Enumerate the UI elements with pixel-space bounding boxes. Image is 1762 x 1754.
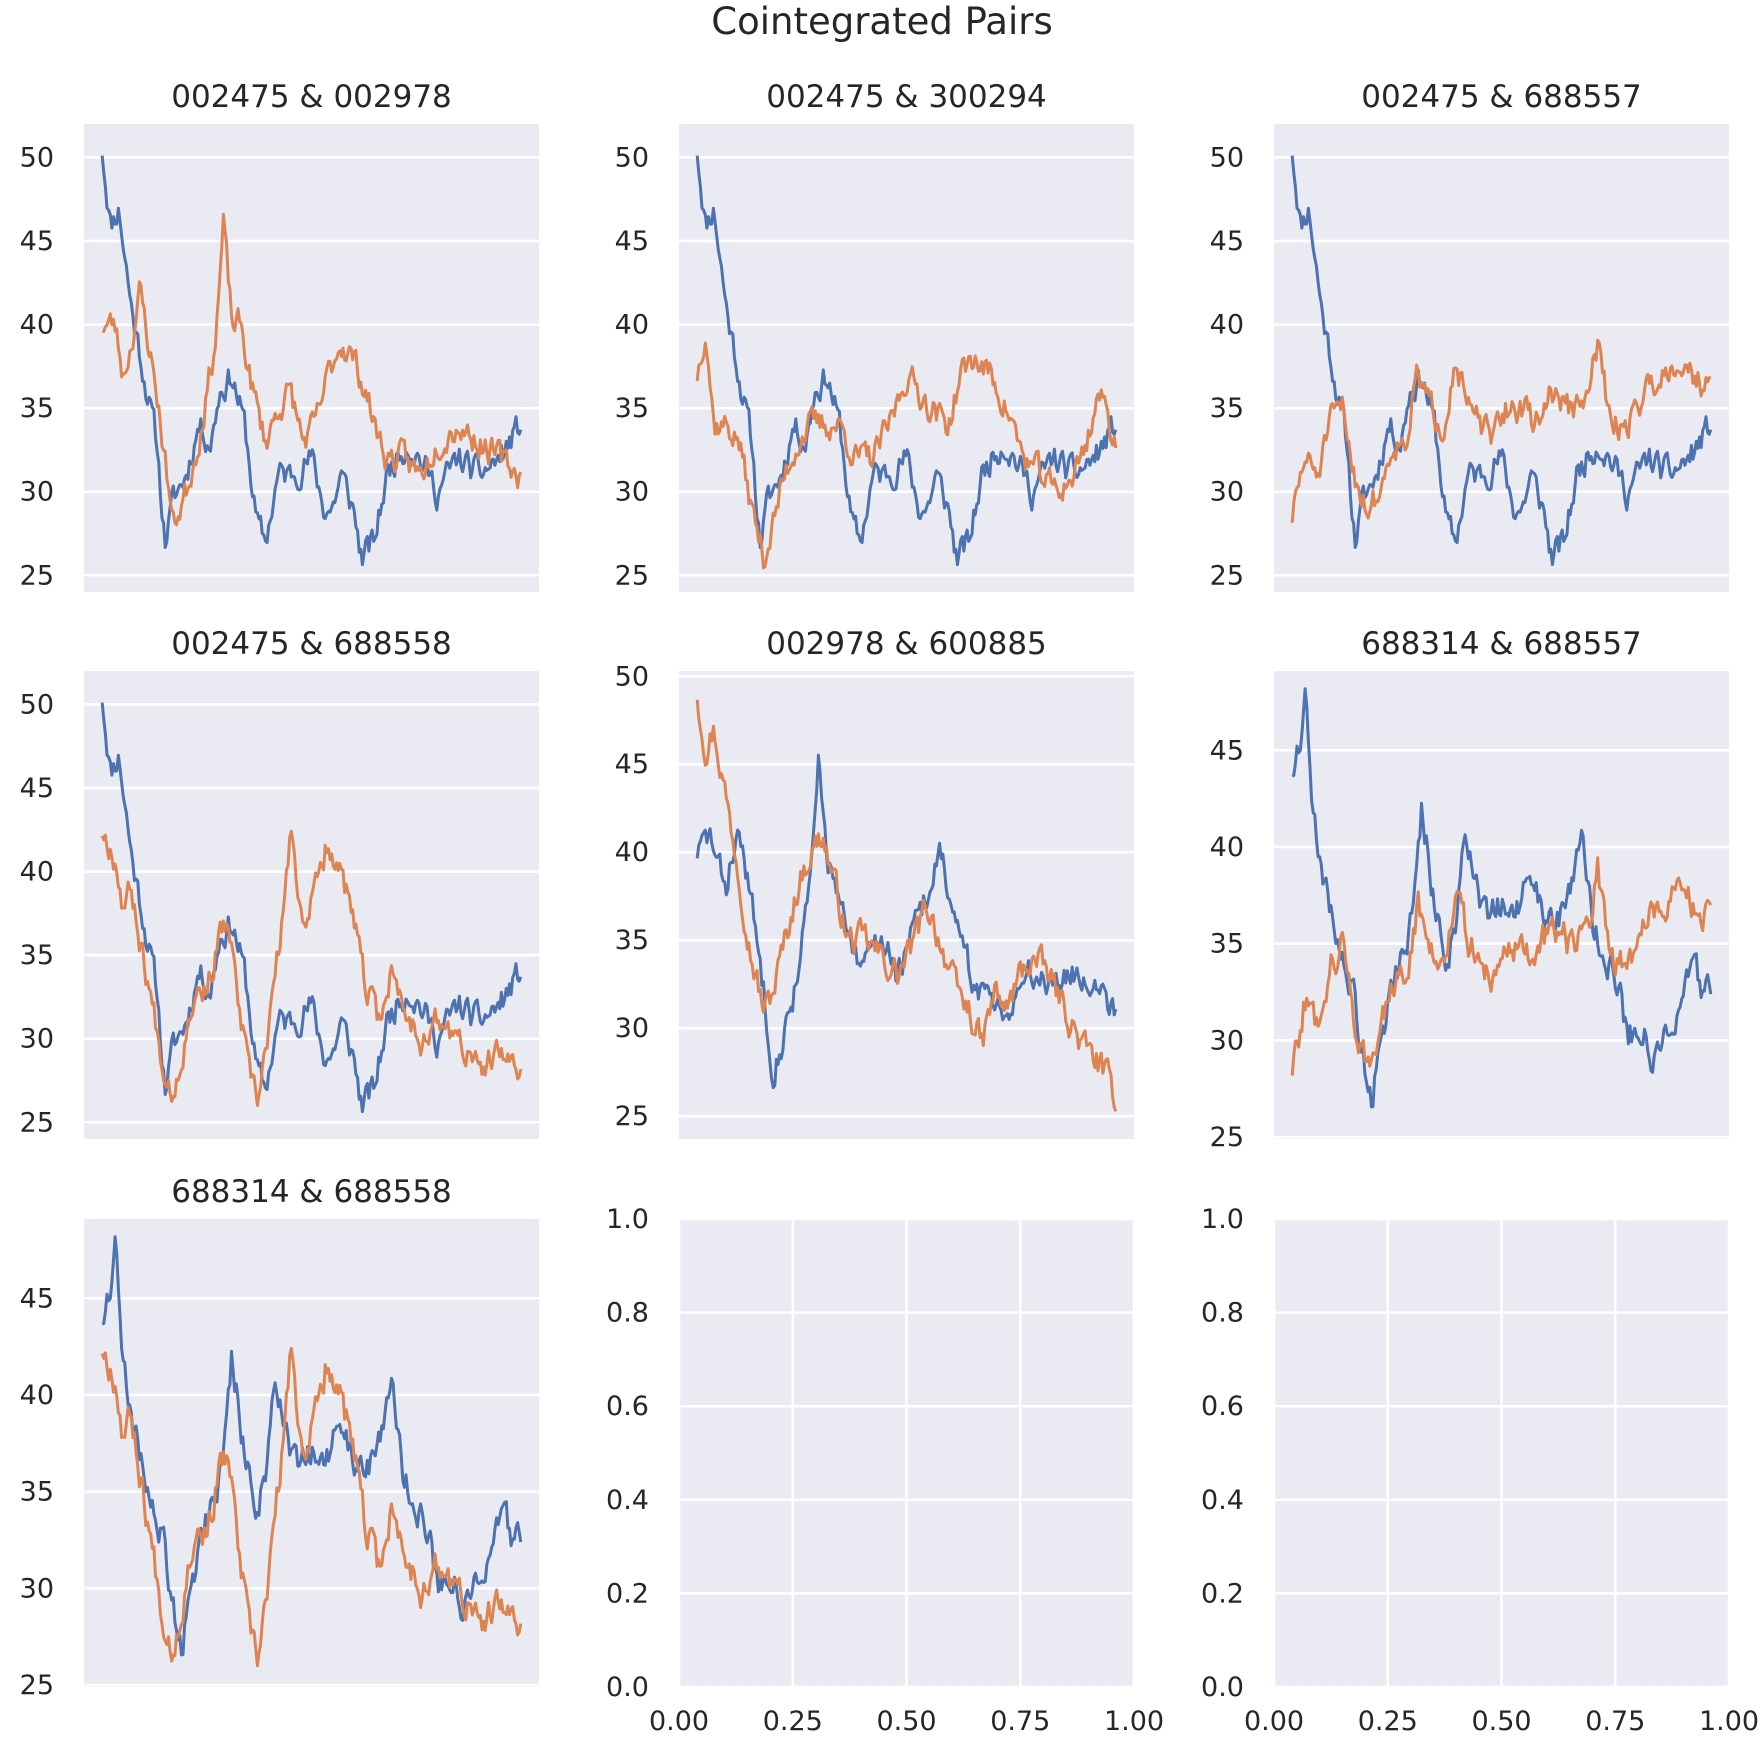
x-tick-label: 0.25 xyxy=(763,1706,823,1737)
y-tick-label: 35 xyxy=(20,393,54,424)
x-tick-label: 0.75 xyxy=(1585,1706,1645,1737)
y-tick-label: 0.8 xyxy=(1201,1298,1244,1329)
plot-area xyxy=(84,124,539,592)
y-tick-label: 45 xyxy=(1210,226,1244,257)
plot-area xyxy=(1274,124,1729,592)
y-tick-label: 35 xyxy=(1210,393,1244,424)
series-line-1 xyxy=(1291,687,1713,1109)
y-tick-label: 45 xyxy=(20,1283,54,1314)
y-tick-label: 45 xyxy=(615,226,649,257)
series-line-2 xyxy=(101,212,523,527)
y-tick-label: 1.0 xyxy=(606,1204,649,1235)
y-tick-label: 35 xyxy=(1210,929,1244,960)
y-tick-label: 30 xyxy=(615,477,649,508)
x-tick-label: 0.75 xyxy=(990,1706,1050,1737)
subplot-2: 25 30 35 40 45 50 002475 & 300294 xyxy=(615,79,1134,592)
y-tick-label: 25 xyxy=(20,1670,54,1701)
y-tick-label: 0.4 xyxy=(1201,1485,1244,1516)
series-line-2 xyxy=(100,1346,523,1668)
series-line-2 xyxy=(1290,856,1713,1076)
subplot-5: 25 30 35 40 45 50 002978 & 600885 xyxy=(615,626,1134,1139)
subplot-3: 25 30 35 40 45 50 002475 & 688557 xyxy=(1210,79,1729,592)
x-tick-label: 1.00 xyxy=(1699,1706,1759,1737)
series-line-2 xyxy=(695,699,1118,1112)
subplot-title: 002475 & 300294 xyxy=(766,79,1047,115)
y-tick-label: 25 xyxy=(20,1107,54,1138)
series-line-1 xyxy=(100,155,523,567)
y-tick-label: 0.0 xyxy=(1201,1672,1244,1703)
subplot-title: 002475 & 688557 xyxy=(1361,79,1642,115)
y-tick-label: 40 xyxy=(615,837,649,868)
y-tick-label: 35 xyxy=(615,925,649,956)
series-line-1 xyxy=(695,155,1118,567)
y-tick-label: 40 xyxy=(20,857,54,888)
plot-area xyxy=(679,124,1134,592)
subplot-title: 002978 & 600885 xyxy=(766,626,1047,662)
y-tick-label: 25 xyxy=(615,1101,649,1132)
x-tick-label: 0.00 xyxy=(649,1706,709,1737)
y-tick-label: 0.8 xyxy=(606,1298,649,1329)
y-tick-label: 45 xyxy=(615,749,649,780)
figure-title: Cointegrated Pairs xyxy=(711,0,1052,43)
subplot-6: 25 30 35 40 45 688314 & 688557 xyxy=(1210,626,1729,1153)
series-line-2 xyxy=(1290,338,1712,524)
y-tick-label: 40 xyxy=(20,310,54,341)
x-tick-label: 0.25 xyxy=(1358,1706,1418,1737)
y-tick-label: 0.2 xyxy=(606,1578,649,1609)
y-tick-label: 50 xyxy=(615,661,649,692)
y-tick-label: 25 xyxy=(20,560,54,591)
subplot-title: 002475 & 002978 xyxy=(171,79,452,115)
subplot-4: 25 30 35 40 45 50 002475 & 688558 xyxy=(20,626,539,1139)
y-tick-label: 0.2 xyxy=(1201,1578,1244,1609)
y-tick-label: 40 xyxy=(20,1380,54,1411)
y-tick-label: 25 xyxy=(615,560,649,591)
subplot-title: 688314 & 688557 xyxy=(1361,626,1642,662)
subplot-9: 0.0 0.2 0.4 0.6 0.8 1.0 0.00 0.25 0.50 0.75 1.00 xyxy=(1201,1204,1759,1737)
x-tick-label: 0.50 xyxy=(1471,1706,1531,1737)
y-tick-label: 0.6 xyxy=(1201,1391,1244,1422)
y-tick-label: 30 xyxy=(20,1573,54,1604)
series-line-1 xyxy=(1290,155,1713,567)
subplot-8: 0.0 0.2 0.4 0.6 0.8 1.0 0.00 0.25 0.50 0.75 1.00 xyxy=(606,1204,1164,1737)
y-tick-label: 0.0 xyxy=(606,1672,649,1703)
series-line-1 xyxy=(101,1235,523,1657)
y-tick-label: 30 xyxy=(615,1013,649,1044)
series-line-1 xyxy=(100,702,523,1114)
y-tick-label: 30 xyxy=(1210,1025,1244,1056)
series-line-2 xyxy=(100,829,523,1107)
subplot-grid: 25 30 35 40 45 50 002475 & 002978 25 30 35 40 45 50 0… xyxy=(20,79,1759,1737)
y-tick-label: 1.0 xyxy=(1201,1204,1244,1235)
y-tick-label: 25 xyxy=(1210,560,1244,591)
y-tick-label: 35 xyxy=(20,940,54,971)
x-tick-label: 0.50 xyxy=(876,1706,936,1737)
y-tick-label: 50 xyxy=(1210,142,1244,173)
subplot-title: 002475 & 688558 xyxy=(171,626,452,662)
y-tick-label: 35 xyxy=(20,1477,54,1508)
subplot-title: 688314 & 688558 xyxy=(171,1174,452,1210)
y-tick-label: 30 xyxy=(20,1024,54,1055)
x-tick-label: 0.00 xyxy=(1244,1706,1304,1737)
series-line-2 xyxy=(695,341,1118,570)
plot-area xyxy=(679,671,1134,1139)
y-tick-label: 25 xyxy=(1210,1122,1244,1153)
y-tick-label: 45 xyxy=(1210,735,1244,766)
y-tick-label: 35 xyxy=(615,393,649,424)
y-tick-label: 45 xyxy=(20,226,54,257)
y-tick-label: 40 xyxy=(1210,310,1244,341)
y-tick-label: 50 xyxy=(20,142,54,173)
y-tick-label: 50 xyxy=(615,142,649,173)
y-tick-label: 30 xyxy=(20,477,54,508)
y-tick-label: 50 xyxy=(20,689,54,720)
subplot-7: 25 30 35 40 45 688314 & 688558 xyxy=(20,1174,539,1701)
y-tick-label: 40 xyxy=(1210,832,1244,863)
y-tick-label: 45 xyxy=(20,773,54,804)
y-tick-label: 40 xyxy=(615,310,649,341)
subplot-1: 25 30 35 40 45 50 002475 & 002978 xyxy=(20,79,539,592)
x-tick-label: 1.00 xyxy=(1104,1706,1164,1737)
y-tick-label: 0.6 xyxy=(606,1391,649,1422)
y-tick-label: 30 xyxy=(1210,477,1244,508)
y-tick-label: 0.4 xyxy=(606,1485,649,1516)
